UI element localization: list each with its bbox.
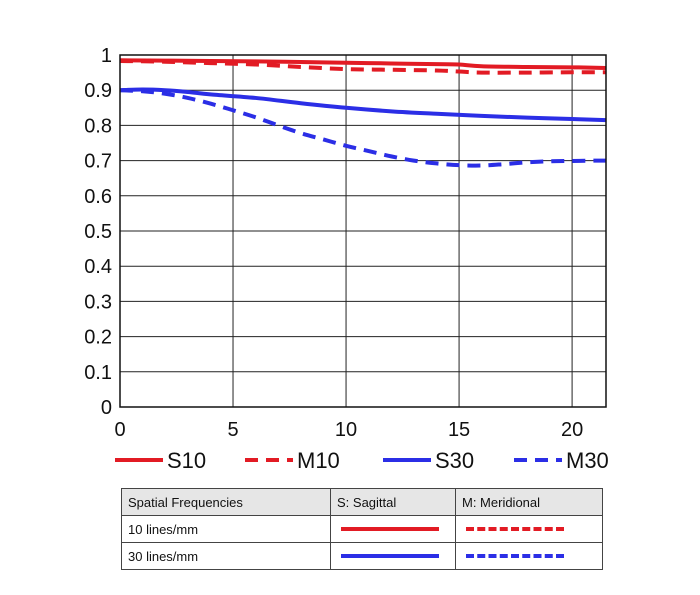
x-tick-label: 20 bbox=[561, 419, 583, 441]
key-row-label: 30 lines/mm bbox=[121, 542, 331, 570]
y-tick-label: 0.3 bbox=[84, 291, 112, 313]
x-tick-labels: 0 5 10 15 20 bbox=[114, 419, 583, 441]
y-tick-label: 0.8 bbox=[84, 115, 112, 137]
meridional-10-swatch bbox=[466, 527, 564, 531]
x-tick-label: 15 bbox=[448, 419, 470, 441]
y-tick-label: 0.1 bbox=[84, 362, 112, 384]
legend-label-m10: M10 bbox=[297, 448, 340, 473]
plot-frame bbox=[119, 54, 607, 408]
key-swatch-cell bbox=[455, 515, 603, 543]
sagittal-10-swatch bbox=[341, 527, 439, 531]
series-line-m30 bbox=[119, 88, 607, 168]
y-tick-label: 0.9 bbox=[84, 80, 112, 102]
y-tick-label: 0.2 bbox=[84, 327, 112, 349]
key-header-sagittal: S: Sagittal bbox=[330, 488, 456, 516]
legend-label-m30: M30 bbox=[566, 448, 609, 473]
y-tick-label: 0.6 bbox=[84, 186, 112, 208]
key-swatch-cell bbox=[330, 542, 456, 570]
y-tick-label: 0.4 bbox=[84, 256, 112, 278]
meridional-30-swatch bbox=[466, 554, 564, 558]
y-tick-label: 1 bbox=[101, 45, 112, 67]
sagittal-30-swatch bbox=[341, 554, 439, 558]
x-tick-label: 5 bbox=[227, 419, 238, 441]
y-tick-labels: 0 0.1 0.2 0.3 0.4 0.5 0.6 0.7 0.8 0.9 1 bbox=[84, 45, 112, 419]
key-header-frequencies: Spatial Frequencies bbox=[121, 488, 331, 516]
line-style-key-table: Spatial Frequencies S: Sagittal M: Merid… bbox=[121, 488, 603, 570]
series-line-s10 bbox=[119, 58, 607, 71]
key-table-header-row: Spatial Frequencies S: Sagittal M: Merid… bbox=[121, 488, 603, 516]
key-row-10-lines: 10 lines/mm bbox=[121, 515, 603, 543]
y-tick-label: 0 bbox=[101, 397, 112, 419]
x-tick-label: 0 bbox=[114, 419, 125, 441]
series-line-s30 bbox=[119, 87, 607, 123]
y-tick-label: 0.5 bbox=[84, 221, 112, 243]
legend: S10 M10 S30 M30 bbox=[115, 448, 609, 473]
key-row-30-lines: 30 lines/mm bbox=[121, 542, 603, 570]
key-swatch-cell bbox=[330, 515, 456, 543]
legend-label-s10: S10 bbox=[167, 448, 206, 473]
legend-label-s30: S30 bbox=[435, 448, 474, 473]
key-header-meridional: M: Meridional bbox=[455, 488, 603, 516]
series-lines bbox=[119, 58, 607, 168]
key-swatch-cell bbox=[455, 542, 603, 570]
x-tick-label: 10 bbox=[335, 419, 357, 441]
key-row-label: 10 lines/mm bbox=[121, 515, 331, 543]
series-line-m10 bbox=[119, 58, 607, 75]
y-tick-label: 0.7 bbox=[84, 151, 112, 173]
